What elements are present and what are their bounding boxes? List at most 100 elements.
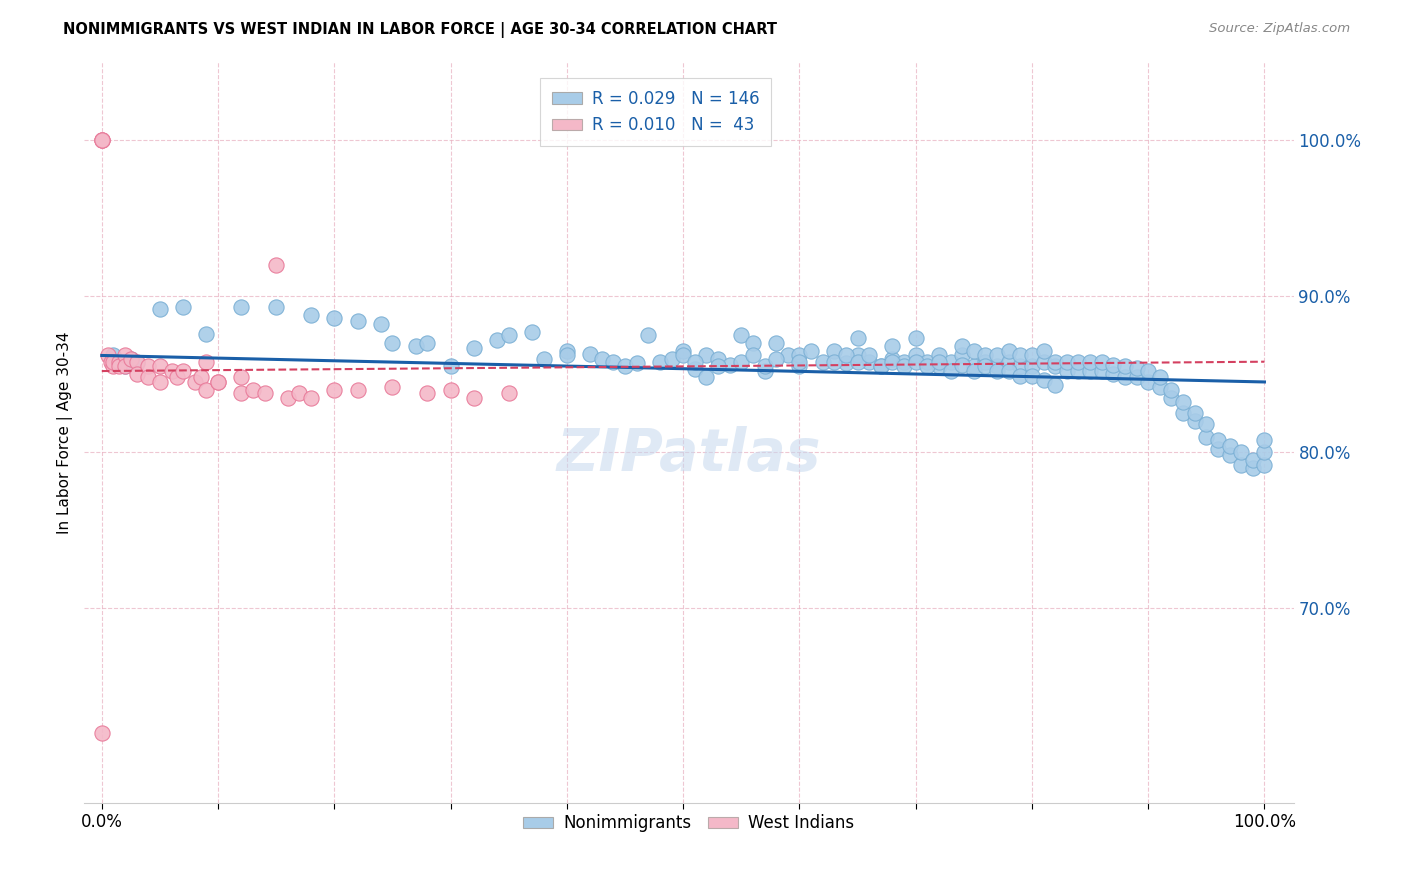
Point: [1114, 370, 1136, 384]
Point: [114, 359, 136, 374]
Point: [789, 354, 811, 368]
Point: [1219, 448, 1241, 462]
Point: [672, 349, 695, 363]
Point: [835, 356, 858, 370]
Point: [136, 370, 159, 384]
Point: [928, 354, 950, 368]
Point: [1241, 460, 1264, 475]
Point: [776, 349, 799, 363]
Point: [800, 343, 823, 358]
Point: [108, 354, 131, 368]
Point: [149, 301, 172, 316]
Point: [1171, 406, 1194, 420]
Point: [950, 349, 973, 363]
Point: [1102, 358, 1125, 372]
Point: [963, 359, 986, 374]
Point: [195, 354, 218, 368]
Point: [882, 354, 904, 368]
Point: [439, 359, 461, 374]
Point: [661, 351, 683, 366]
Point: [520, 325, 543, 339]
Point: [370, 318, 392, 332]
Point: [1091, 354, 1114, 368]
Point: [928, 359, 950, 374]
Point: [103, 354, 125, 368]
Point: [1195, 429, 1218, 443]
Point: [974, 349, 997, 363]
Point: [882, 339, 904, 353]
Point: [1184, 414, 1206, 428]
Point: [253, 385, 276, 400]
Point: [707, 351, 730, 366]
Point: [765, 351, 787, 366]
Point: [242, 383, 264, 397]
Point: [1078, 354, 1101, 368]
Point: [1206, 442, 1229, 456]
Point: [195, 326, 218, 341]
Point: [974, 354, 997, 368]
Point: [730, 354, 752, 368]
Point: [231, 370, 253, 384]
Point: [97, 349, 120, 363]
Point: [939, 364, 962, 378]
Point: [765, 336, 787, 351]
Point: [1067, 354, 1090, 368]
Point: [823, 343, 845, 358]
Point: [904, 354, 927, 368]
Point: [172, 364, 194, 378]
Point: [1125, 360, 1147, 375]
Point: [1043, 354, 1066, 368]
Point: [416, 336, 439, 351]
Point: [974, 359, 997, 374]
Point: [323, 383, 346, 397]
Point: [103, 359, 125, 374]
Point: [90, 133, 112, 147]
Point: [346, 314, 368, 328]
Point: [789, 359, 811, 374]
Point: [591, 351, 613, 366]
Point: [789, 349, 811, 363]
Point: [1067, 364, 1090, 378]
Point: [986, 359, 1008, 374]
Point: [160, 364, 183, 378]
Point: [1160, 391, 1182, 405]
Point: [963, 364, 986, 378]
Point: [1253, 445, 1275, 459]
Point: [963, 343, 986, 358]
Point: [928, 349, 950, 363]
Point: [1206, 433, 1229, 447]
Point: [893, 359, 915, 374]
Point: [823, 354, 845, 368]
Point: [172, 300, 194, 314]
Point: [1219, 439, 1241, 453]
Point: [498, 385, 520, 400]
Point: [579, 347, 602, 361]
Point: [1171, 395, 1194, 409]
Text: NONIMMIGRANTS VS WEST INDIAN IN LABOR FORCE | AGE 30-34 CORRELATION CHART: NONIMMIGRANTS VS WEST INDIAN IN LABOR FO…: [63, 22, 778, 38]
Point: [1056, 364, 1078, 378]
Point: [190, 370, 212, 384]
Point: [486, 333, 509, 347]
Point: [846, 354, 869, 368]
Point: [381, 379, 404, 393]
Point: [917, 354, 939, 368]
Point: [100, 354, 122, 368]
Point: [108, 354, 131, 368]
Point: [120, 351, 142, 366]
Point: [405, 339, 427, 353]
Legend: Nonimmigrants, West Indians: Nonimmigrants, West Indians: [517, 807, 860, 838]
Point: [1195, 417, 1218, 431]
Point: [207, 375, 229, 389]
Point: [637, 328, 659, 343]
Point: [1137, 375, 1160, 389]
Point: [754, 359, 776, 374]
Point: [277, 391, 299, 405]
Point: [950, 358, 973, 372]
Point: [231, 300, 253, 314]
Point: [811, 354, 834, 368]
Point: [846, 349, 869, 363]
Point: [614, 359, 637, 374]
Point: [498, 328, 520, 343]
Point: [986, 364, 1008, 378]
Point: [939, 354, 962, 368]
